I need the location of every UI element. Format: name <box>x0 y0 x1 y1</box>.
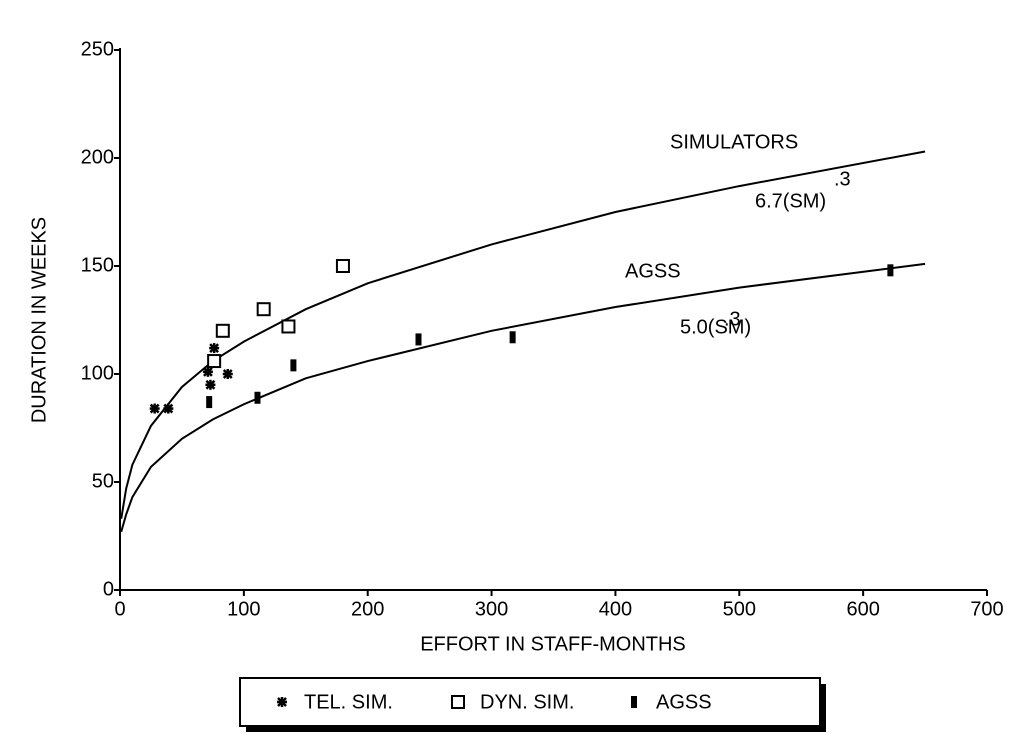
asterisk-stroke <box>149 403 160 414</box>
marker-square <box>256 302 271 317</box>
annotation: 5.0(SM) <box>680 316 751 338</box>
marker-asterisk <box>205 379 216 390</box>
curve <box>120 150 926 519</box>
x-tick-label: 0 <box>114 598 125 620</box>
asterisk-stroke <box>222 369 233 379</box>
marker-square <box>215 323 230 338</box>
y-tick-label: 250 <box>81 38 114 60</box>
legend-label: AGSS <box>656 691 712 713</box>
y-tick-label: 200 <box>81 146 114 168</box>
marker-asterisk <box>209 343 220 354</box>
x-tick-label: 200 <box>351 598 384 620</box>
marker-square <box>281 319 296 334</box>
y-tick-label: 150 <box>81 254 114 276</box>
x-axis-label: EFFORT IN STAFF-MONTHS <box>420 633 686 655</box>
annotation: AGSS <box>625 260 681 282</box>
y-tick-label: 100 <box>81 362 114 384</box>
annotation: .3 <box>724 308 741 330</box>
marker-asterisk <box>277 697 287 707</box>
x-tick-label: 300 <box>475 598 508 620</box>
marker-asterisk <box>149 403 160 414</box>
marker-bar <box>509 331 516 344</box>
marker-asterisk <box>202 366 213 377</box>
y-tick-label: 0 <box>103 578 114 600</box>
y-tick-label: 50 <box>92 470 114 492</box>
y-axis-label: DURATION IN WEEKS <box>28 217 50 423</box>
marker-asterisk <box>163 403 174 414</box>
legend-label: DYN. SIM. <box>480 691 574 713</box>
x-tick-label: 100 <box>227 598 260 620</box>
marker-bar <box>631 696 637 708</box>
legend <box>239 677 821 727</box>
marker-square <box>207 354 222 369</box>
asterisk-stroke <box>163 403 174 414</box>
annotation: .3 <box>834 168 851 190</box>
marker-square <box>451 695 465 709</box>
marker-bar <box>415 333 422 346</box>
asterisk-stroke <box>277 697 287 707</box>
x-tick-label: 700 <box>970 598 1003 620</box>
asterisk-stroke <box>205 379 216 390</box>
marker-bar <box>887 264 894 277</box>
marker-bar <box>206 396 213 409</box>
asterisk-stroke <box>203 366 213 377</box>
marker-square <box>335 259 350 273</box>
marker-asterisk <box>222 369 233 379</box>
x-tick-label: 400 <box>599 598 632 620</box>
annotation: SIMULATORS <box>670 131 798 153</box>
x-tick-label: 600 <box>846 598 879 620</box>
marker-bar <box>290 359 297 372</box>
annotation: 6.7(SM) <box>755 190 826 212</box>
x-tick-label: 500 <box>723 598 756 620</box>
curve <box>120 262 926 532</box>
legend-label: TEL. SIM. <box>304 691 393 713</box>
marker-bar <box>254 391 261 404</box>
asterisk-stroke <box>209 343 220 353</box>
